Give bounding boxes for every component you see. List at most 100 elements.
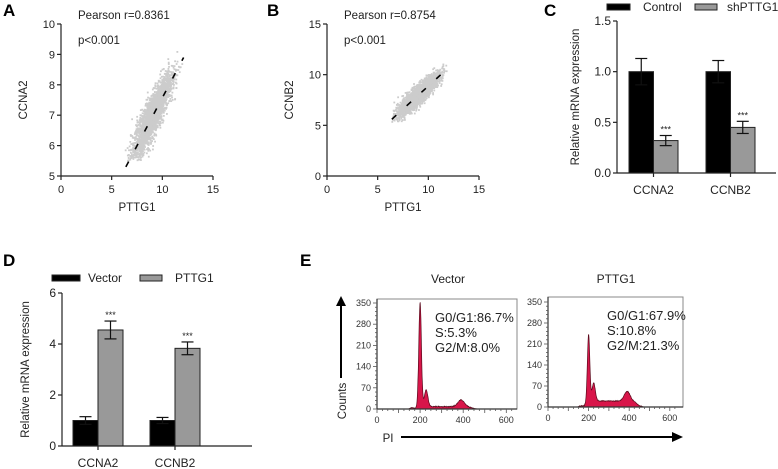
scatter-point: [167, 80, 170, 83]
scatter-point: [148, 109, 151, 112]
scatter-point: [155, 109, 158, 112]
scatter-point: [424, 93, 427, 96]
scatter-point: [150, 117, 153, 119]
scatter-point: [166, 89, 169, 92]
scatter-point: [418, 97, 421, 100]
scatter-point: [404, 113, 407, 116]
scatter-point: [161, 121, 164, 124]
scatter-point: [132, 151, 135, 154]
scatter-point: [433, 74, 436, 76]
scatter-point: [435, 72, 437, 75]
scatter-point: [157, 87, 159, 90]
scatter-point: [427, 78, 430, 81]
scatter-point: [156, 99, 159, 101]
scatter-point: [418, 104, 421, 107]
scatter-point: [138, 143, 141, 145]
scatter-point: [403, 101, 406, 104]
scatter-point: [428, 74, 431, 76]
scatter-point: [140, 117, 143, 120]
scatter-point: [399, 111, 402, 114]
scatter-point: [160, 87, 163, 90]
scatter-point: [176, 51, 179, 53]
scatter-point: [172, 66, 175, 69]
scatter-point: [169, 82, 171, 84]
scatter-point: [440, 77, 442, 80]
scatter-point: [175, 82, 178, 85]
pearson-r-annotation: Pearson r=0.8754: [344, 10, 436, 22]
scatter-point: [145, 131, 148, 134]
scatter-point: [160, 93, 163, 95]
scatter-point: [170, 87, 173, 90]
scatter-point: [159, 81, 162, 84]
scatter-point: [152, 121, 155, 124]
scatter-point: [441, 71, 444, 74]
scatter-point: [418, 90, 421, 93]
scatter-point: [135, 134, 138, 136]
scatter-point: [151, 107, 154, 110]
scatter-point: [143, 137, 146, 139]
scatter-point: [149, 139, 152, 142]
scatter-point: [147, 142, 149, 145]
scatter-point: [171, 96, 173, 99]
scatter-point: [141, 139, 143, 142]
scatter-point: [143, 122, 146, 125]
scatter-point: [434, 76, 437, 78]
scatter-point: [133, 148, 136, 151]
scatter-point: [419, 81, 422, 84]
scatter-point: [142, 154, 144, 157]
scatter-point: [131, 154, 134, 157]
scatter-point: [405, 97, 408, 100]
scatter-point: [441, 65, 444, 68]
scatter-point: [165, 98, 168, 101]
scatter-point: [136, 139, 139, 142]
scatter-point: [436, 70, 439, 72]
scatter-point: [129, 158, 132, 161]
scatter-point: [411, 100, 414, 103]
scatter-point: [393, 114, 396, 117]
scatter-point: [411, 86, 414, 89]
scatter-point: [144, 103, 147, 105]
scatter-point: [146, 91, 149, 94]
scatter-point: [143, 151, 146, 154]
scatter-point: [420, 89, 423, 91]
scatter-point: [164, 78, 167, 81]
scatter-point: [144, 146, 146, 148]
scatter-point: [411, 105, 414, 108]
scatter-point: [413, 106, 415, 109]
legend-swatch-control: [606, 3, 631, 11]
scatter-point: [431, 88, 434, 90]
scatter-point: [440, 83, 443, 86]
scatter-point: [407, 96, 410, 98]
scatter-point: [142, 124, 145, 126]
scatter-point: [398, 119, 401, 122]
scatter-point: [147, 141, 150, 144]
scatter-point: [436, 69, 439, 71]
scatter-point: [423, 84, 426, 87]
scatter-point: [167, 70, 169, 73]
scatter-point: [172, 87, 175, 90]
scatter-point: [165, 88, 168, 91]
scatter-point: [437, 72, 440, 75]
scatter-point: [141, 120, 144, 123]
scatter-point: [140, 151, 143, 153]
scatter-point: [139, 141, 142, 144]
scatter-point: [148, 124, 151, 127]
x-axis-label: PTTG1: [384, 202, 421, 214]
scatter-point: [425, 81, 428, 84]
scatter-point: [165, 74, 167, 77]
scatter-point: [435, 69, 438, 72]
scatter-point: [414, 100, 417, 103]
scatter-point: [157, 79, 160, 82]
p-value-annotation: p<0.001: [344, 35, 386, 47]
scatter-point: [159, 100, 162, 102]
scatter-point: [167, 63, 170, 65]
scatter-point: [420, 78, 423, 81]
scatter-point: [139, 123, 141, 126]
scatter-point: [157, 96, 160, 99]
scatter-point: [408, 91, 411, 94]
scatter-point: [396, 120, 399, 123]
scatter-point: [167, 73, 170, 76]
scatter-point: [153, 91, 156, 93]
scatter-point: [429, 75, 432, 78]
scatter-point: [159, 120, 162, 123]
